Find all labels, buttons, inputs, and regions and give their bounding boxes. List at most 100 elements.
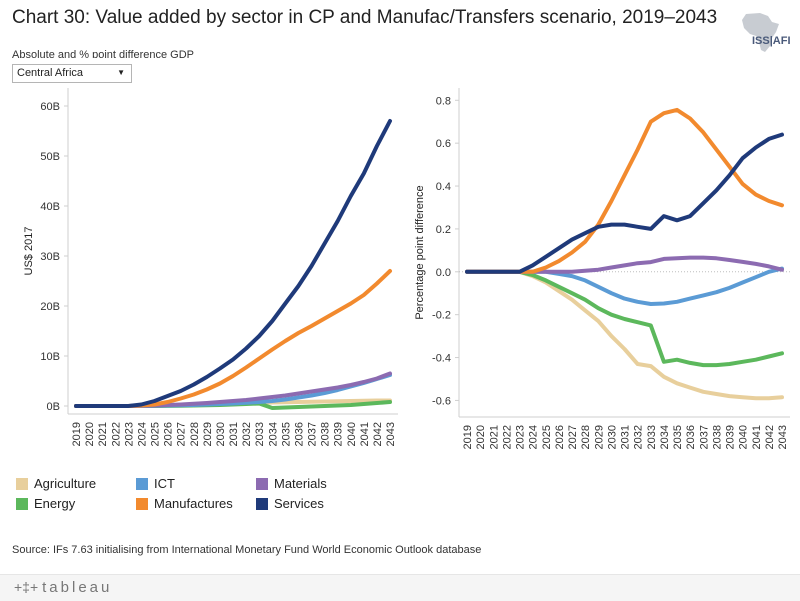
x-tick-label: 2020: [475, 425, 487, 449]
x-tick-label: 2020: [84, 422, 96, 446]
x-tick-label: 2040: [738, 425, 750, 449]
x-tick-label: 2023: [515, 425, 527, 449]
x-tick-label: 2034: [659, 425, 671, 449]
y-tick-label: -0.6: [432, 395, 451, 407]
x-tick-label: 2028: [189, 422, 201, 446]
x-tick-label: 2031: [228, 422, 240, 446]
x-tick-label: 2024: [136, 422, 148, 446]
x-tick-label: 2032: [241, 422, 253, 446]
y-tick-label: -0.2: [432, 310, 451, 322]
x-tick-label: 2022: [110, 422, 122, 446]
x-tick-label: 2042: [764, 425, 776, 449]
africa-map-icon: [742, 13, 779, 52]
x-tick-label: 2019: [71, 422, 83, 446]
chart-title: Chart 30: Value added by sector in CP an…: [12, 7, 718, 28]
series-line-ict: [465, 266, 784, 306]
x-tick-label: 2040: [346, 422, 358, 446]
iss-africa-logo: ISS|AFI: [742, 13, 791, 52]
x-tick-label: 2041: [359, 422, 371, 446]
x-tick-label: 2043: [385, 422, 397, 446]
series-line-energy: [465, 269, 784, 368]
chart-subtitle: Absolute and % point difference GDP: [12, 49, 195, 58]
x-tick-label: 2022: [501, 425, 513, 449]
x-tick-label: 2025: [541, 425, 553, 449]
legend-label: Manufactures: [154, 496, 233, 511]
x-tick-label: 2026: [163, 422, 175, 446]
y-tick-label: 60B: [40, 101, 60, 113]
chevron-down-icon: ▼: [117, 68, 125, 77]
y-tick-label: 0.6: [436, 138, 451, 150]
x-tick-label: 2032: [633, 425, 645, 449]
x-tick-label: 2034: [267, 422, 279, 446]
x-tick-label: 2036: [685, 425, 697, 449]
y-tick-label: 0.2: [436, 224, 451, 236]
y-tick-label: 40B: [40, 201, 60, 213]
x-tick-label: 2029: [202, 422, 214, 446]
x-tick-label: 2026: [554, 425, 566, 449]
series-line-manufactures: [465, 107, 784, 274]
legend-swatch: [256, 478, 268, 490]
legend-label: ICT: [154, 476, 175, 491]
y-axis-label: Percentage point difference: [414, 185, 426, 319]
series-line-services: [465, 132, 784, 274]
logo-text: ISS|AFI: [752, 35, 791, 47]
y-tick-label: 0B: [47, 401, 60, 413]
y-tick-label: 20B: [40, 301, 60, 313]
x-tick-label: 2035: [672, 425, 684, 449]
x-tick-label: 2033: [646, 425, 658, 449]
y-axis-label: US$ 2017: [23, 227, 35, 276]
series-line-materials: [465, 255, 784, 274]
source-note: Source: IFs 7.63 initialising from Inter…: [12, 544, 482, 556]
y-tick-label: 50B: [40, 151, 60, 163]
x-tick-label: 2039: [333, 422, 345, 446]
x-tick-label: 2021: [97, 422, 109, 446]
region-dropdown[interactable]: Central Africa ▼: [12, 64, 132, 83]
y-tick-label: -0.4: [432, 353, 451, 365]
x-tick-label: 2027: [567, 425, 579, 449]
legend: Agriculture Energy ICT Manufactures Mate…: [16, 476, 416, 516]
legend-swatch: [16, 478, 28, 490]
y-tick-label: 0.4: [436, 181, 451, 193]
legend-swatch: [136, 478, 148, 490]
x-tick-label: 2037: [698, 425, 710, 449]
x-tick-label: 2041: [751, 425, 763, 449]
tableau-logo-icon: +‡+: [14, 579, 39, 595]
tableau-footer: +‡+ tableau: [0, 574, 800, 601]
x-tick-label: 2027: [176, 422, 188, 446]
legend-label: Materials: [274, 476, 327, 491]
y-tick-label: 30B: [40, 251, 60, 263]
x-tick-label: 2037: [307, 422, 319, 446]
x-tick-label: 2038: [711, 425, 723, 449]
x-tick-label: 2035: [280, 422, 292, 446]
tableau-wordmark: tableau: [42, 579, 113, 596]
legend-swatch: [256, 498, 268, 510]
x-tick-label: 2025: [150, 422, 162, 446]
x-tick-label: 2019: [462, 425, 474, 449]
legend-label: Services: [274, 496, 324, 511]
y-tick-label: 10B: [40, 351, 60, 363]
series-line-services: [74, 119, 392, 408]
series-line-agriculture: [465, 269, 784, 401]
absolute-value-chart: 0B 10B 20B 30B 40B 50B 60B 2019 2020 2021 2022 2023…: [23, 88, 398, 446]
x-tick-label: 2036: [293, 422, 305, 446]
x-tick-label: 2043: [777, 425, 789, 449]
legend-label: Energy: [34, 496, 76, 511]
legend-swatch: [16, 498, 28, 510]
y-tick-label: 0.8: [436, 95, 451, 107]
region-dropdown-value: Central Africa: [17, 67, 84, 79]
x-tick-label: 2023: [123, 422, 135, 446]
x-tick-label: 2031: [620, 425, 632, 449]
tableau-brand-link[interactable]: +‡+ tableau: [14, 579, 112, 596]
y-tick-label: 0.0: [436, 267, 451, 279]
x-tick-label: 2038: [320, 422, 332, 446]
x-tick-label: 2033: [254, 422, 266, 446]
x-tick-label: 2039: [725, 425, 737, 449]
x-tick-label: 2028: [580, 425, 592, 449]
x-tick-label: 2030: [606, 425, 618, 449]
x-tick-label: 2024: [528, 425, 540, 449]
x-tick-label: 2042: [372, 422, 384, 446]
x-tick-label: 2030: [215, 422, 227, 446]
legend-swatch: [136, 498, 148, 510]
x-tick-label: 2021: [488, 425, 500, 449]
legend-label: Agriculture: [34, 476, 97, 491]
